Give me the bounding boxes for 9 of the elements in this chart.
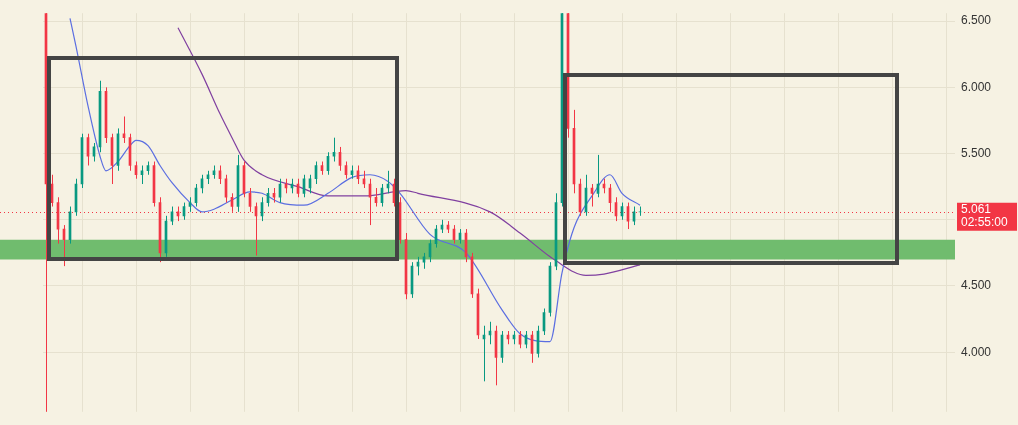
line-series — [69, 17, 641, 343]
y-tick-label: 6.000 — [961, 79, 992, 94]
y-tick-label: 5.500 — [961, 145, 992, 160]
ref-line-label: 5.061 — [961, 202, 992, 217]
line-series — [177, 27, 641, 276]
text: 02:55:00 — [961, 215, 1009, 230]
y-tick-label: 4.000 — [961, 344, 992, 359]
y-tick-label: 4.500 — [961, 278, 992, 293]
y-tick-label: 6.500 — [961, 13, 992, 28]
